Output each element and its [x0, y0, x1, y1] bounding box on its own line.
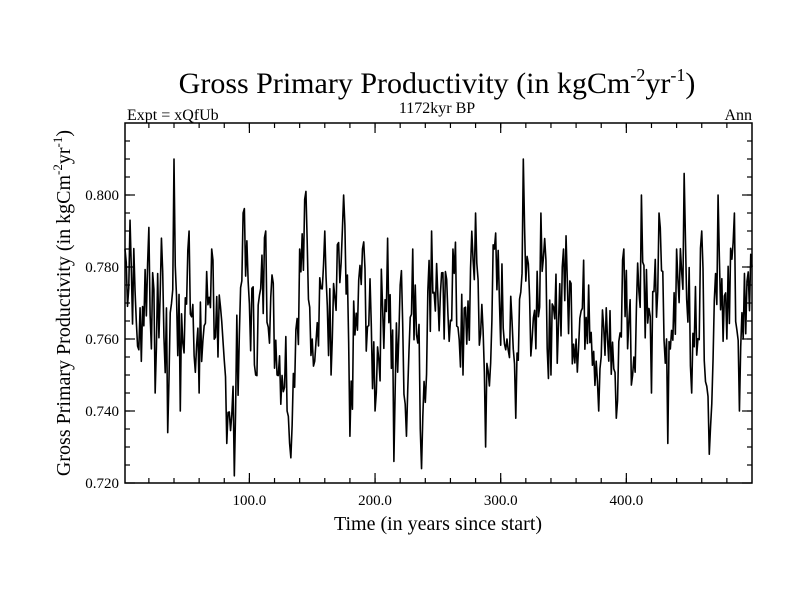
- title-superscript-2: -1: [670, 65, 685, 85]
- title-main-text: Gross Primary Productivity (in kgCm: [179, 67, 631, 100]
- experiment-label: Expt = xQfUb: [127, 107, 219, 124]
- title-middle-text: yr: [645, 67, 670, 100]
- x-tick-label: 100.0: [233, 493, 267, 509]
- axis-tick-labels: 100.0 200.0 300.0 400.0 0.720 0.740 0.760 0.780…: [85, 188, 643, 509]
- season-label: Ann: [724, 107, 752, 124]
- title-superscript-1: -2: [630, 65, 645, 85]
- y-axis-label: Gross Primary Productivity (in kgCm-2yr-…: [50, 130, 75, 476]
- y-tick-label: 0.740: [85, 404, 119, 420]
- ylabel-main-text: Gross Primary Productivity (in kgCm: [53, 175, 75, 477]
- ylabel-superscript-1: -2: [50, 164, 65, 175]
- ylabel-middle-text: yr: [53, 147, 75, 164]
- gpp-series-line: [124, 158, 753, 477]
- y-tick-label: 0.760: [85, 332, 119, 348]
- x-tick-label: 400.0: [609, 493, 643, 509]
- x-tick-label: 200.0: [358, 493, 392, 509]
- y-tick-label: 0.720: [85, 476, 119, 492]
- time-period-label: 1172kyr BP: [399, 100, 475, 117]
- ylabel-superscript-2: -1: [50, 137, 65, 148]
- y-tick-label: 0.800: [85, 188, 119, 204]
- y-tick-label: 0.780: [85, 260, 119, 276]
- title-end-text: ): [685, 67, 695, 100]
- axis-ticks: [125, 123, 752, 484]
- x-axis-label: Time (in years since start): [334, 513, 542, 535]
- chart-title: Gross Primary Productivity (in kgCm-2yr-…: [179, 65, 696, 100]
- ylabel-end-text: ): [53, 130, 75, 137]
- x-tick-label: 300.0: [484, 493, 518, 509]
